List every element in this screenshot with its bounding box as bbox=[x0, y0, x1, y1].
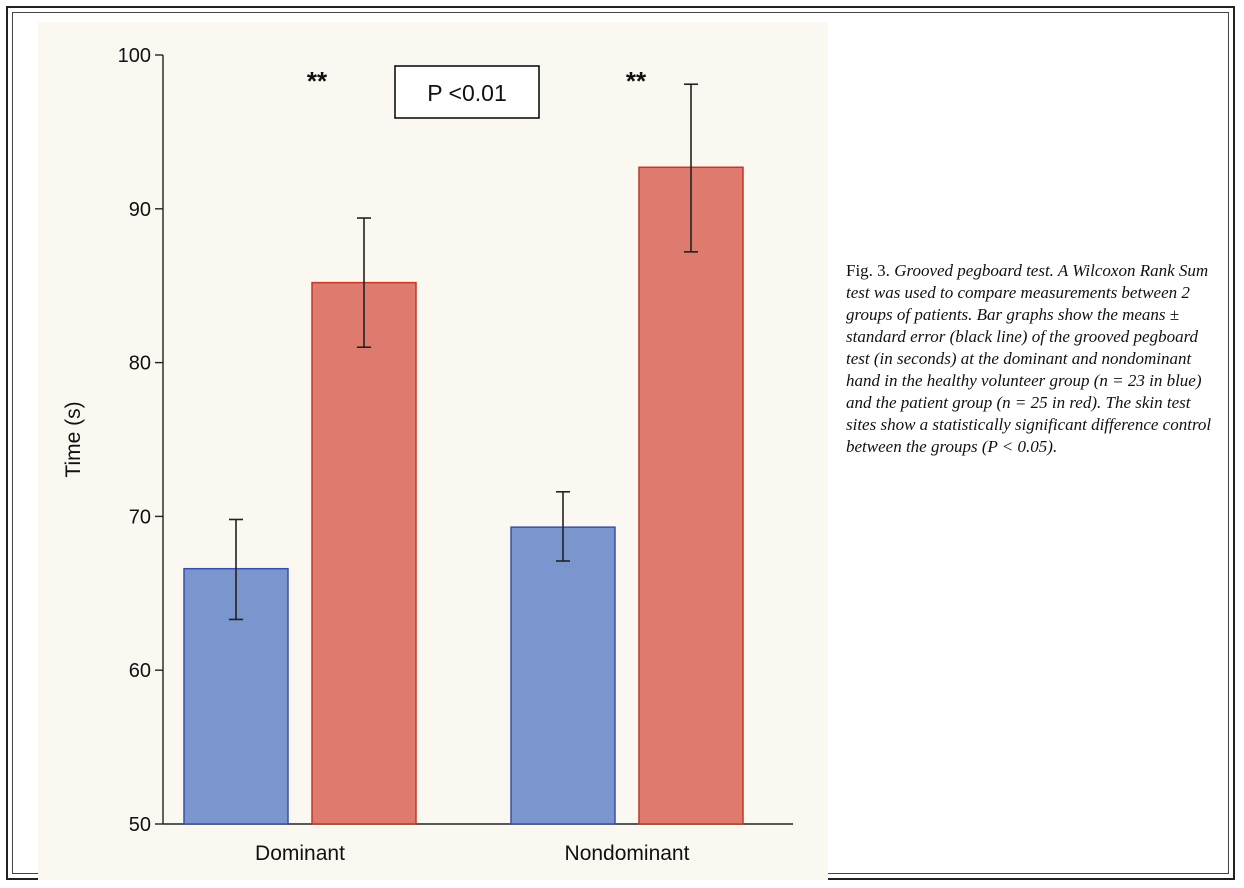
caption-text: Grooved pegboard test. A Wilcoxon Rank S… bbox=[846, 261, 1212, 456]
y-tick-label: 100 bbox=[118, 45, 151, 67]
y-tick-label: 60 bbox=[129, 660, 151, 682]
pvalue-box bbox=[394, 65, 540, 119]
y-tick-label: 50 bbox=[129, 814, 151, 836]
caption-fig-label: Fig. 3. bbox=[846, 261, 890, 280]
bar-series-1-nondominant bbox=[510, 526, 616, 825]
bar-series-2-nondominant bbox=[638, 166, 744, 825]
bar-series-2-dominant bbox=[311, 281, 417, 825]
y-tick-label: 70 bbox=[129, 506, 151, 528]
pvalue-text: P <0.01 bbox=[427, 80, 507, 106]
significance-stars-nondominant: ** bbox=[626, 66, 647, 96]
y-axis-label: Time (s) bbox=[62, 401, 85, 477]
significance-stars-dominant: ** bbox=[307, 66, 328, 96]
y-tick-label: 90 bbox=[129, 199, 151, 221]
x-tick-label-dominant: Dominant bbox=[255, 842, 345, 865]
y-tick-label: 80 bbox=[129, 353, 151, 375]
x-tick-label-nondominant: Nondominant bbox=[565, 842, 690, 865]
figure-caption: Fig. 3. Grooved pegboard test. A Wilcoxo… bbox=[846, 260, 1216, 458]
